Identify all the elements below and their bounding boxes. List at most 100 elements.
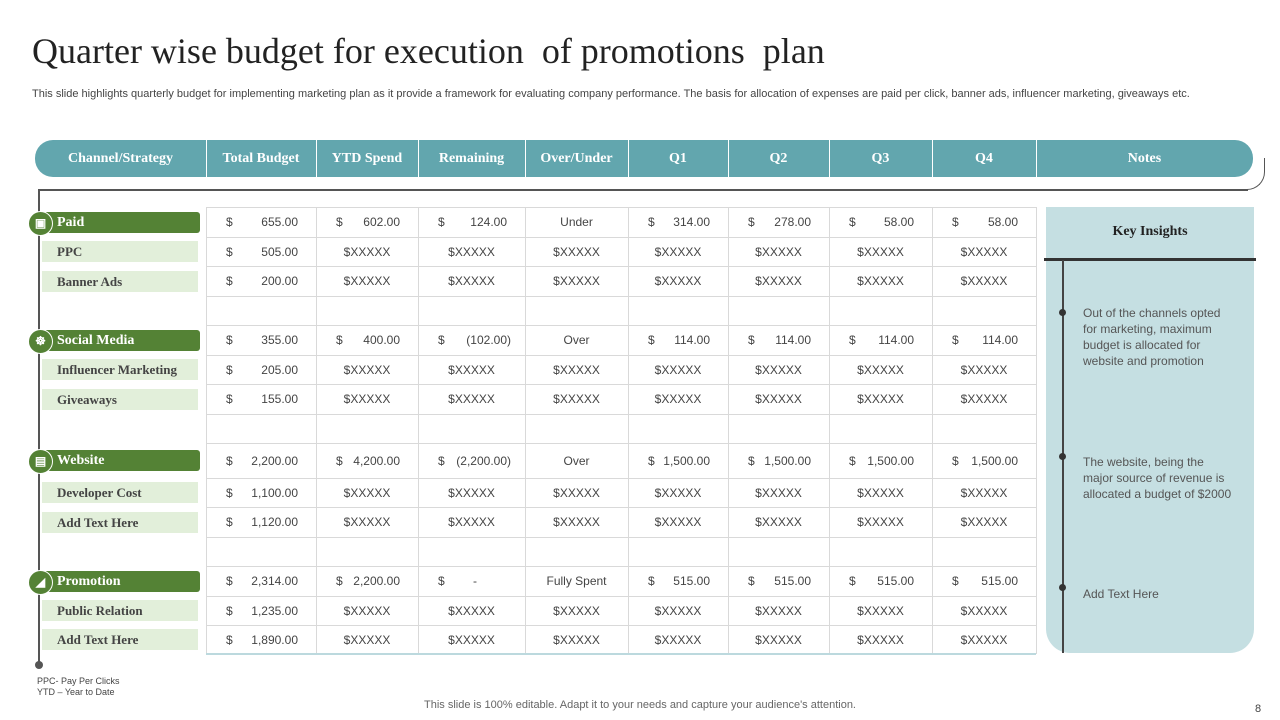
- value-cell: $XXXXX: [857, 515, 904, 529]
- value-cell: $XXXXX: [343, 392, 391, 406]
- value-cell: $XXXXX: [343, 603, 391, 618]
- header-separator: [829, 140, 830, 177]
- value-cell: $XXXXX: [343, 515, 391, 529]
- subcategory-ppc: PPC: [42, 241, 198, 262]
- value-cell: $XXXXX: [448, 392, 495, 406]
- value-cell: $XXXXX: [654, 485, 702, 500]
- subcategory-public-relation: Public Relation: [42, 600, 198, 621]
- value-cell: 205.00: [261, 362, 298, 377]
- subcategory-giveaways: Giveaways: [42, 388, 198, 410]
- value-cell: $XXXXX: [448, 632, 495, 647]
- row-divider: [206, 414, 1036, 415]
- value-cell: $XXXXX: [448, 515, 495, 529]
- value-cell: -: [473, 574, 477, 588]
- currency-symbol: $: [648, 574, 655, 588]
- currency-symbol: $: [438, 215, 445, 229]
- column-divider: [525, 207, 526, 654]
- value-cell: 155.00: [261, 392, 298, 406]
- column-divider: [418, 207, 419, 654]
- currency-symbol: $: [226, 333, 233, 347]
- value-cell: $XXXXX: [343, 244, 391, 259]
- value-cell: 602.00: [363, 215, 400, 229]
- value-cell: $XXXXX: [755, 485, 802, 500]
- column-divider: [728, 207, 729, 654]
- currency-symbol: $: [226, 215, 233, 229]
- value-cell: 314.00: [673, 215, 710, 229]
- value-cell: 1,500.00: [764, 453, 811, 468]
- status-cell: $XXXXX: [553, 485, 600, 500]
- social-network-icon: ☸: [28, 328, 53, 354]
- value-cell: $XXXXX: [755, 632, 802, 647]
- subcategory-label: Add Text Here: [57, 514, 139, 530]
- status-cell: Over: [563, 333, 590, 347]
- value-cell: $XXXXX: [448, 362, 495, 377]
- subcategory-label: PPC: [57, 244, 83, 259]
- insight-bullet-icon: [1059, 309, 1066, 316]
- value-cell: 355.00: [261, 333, 298, 347]
- value-cell: 1,500.00: [971, 453, 1018, 468]
- category-social-media: ☸ Social Media: [28, 328, 200, 354]
- currency-symbol: $: [952, 574, 959, 588]
- value-cell: 124.00: [470, 215, 507, 229]
- category-label: Social Media: [57, 332, 135, 348]
- subcategory-label: Add Text Here: [57, 632, 139, 647]
- currency-symbol: $: [226, 453, 233, 468]
- currency-symbol: $: [438, 333, 445, 347]
- status-cell: $XXXXX: [553, 362, 600, 377]
- value-cell: 1,100.00: [251, 485, 298, 500]
- value-cell: (102.00): [466, 333, 511, 347]
- currency-symbol: $: [226, 274, 233, 288]
- row-divider: [206, 325, 1036, 326]
- currency-symbol: $: [952, 333, 959, 347]
- value-cell: $XXXXX: [960, 392, 1008, 406]
- value-cell: $XXXXX: [448, 603, 495, 618]
- currency-symbol: $: [226, 244, 233, 259]
- value-cell: $XXXXX: [448, 274, 495, 288]
- value-cell: $XXXXX: [960, 485, 1008, 500]
- value-cell: $XXXXX: [755, 515, 802, 529]
- row-divider: [206, 478, 1036, 479]
- value-cell: 200.00: [261, 274, 298, 288]
- column-divider: [206, 207, 207, 654]
- table-header-bar: [35, 140, 1253, 177]
- header-separator: [418, 140, 419, 177]
- value-cell: $XXXXX: [343, 632, 391, 647]
- footnote-ppc: PPC- Pay Per Clicks: [37, 676, 120, 686]
- insight-text: Add Text Here: [1083, 587, 1159, 601]
- header-separator: [206, 140, 207, 177]
- value-cell: $XXXXX: [960, 274, 1008, 288]
- value-cell: $XXXXX: [654, 515, 702, 529]
- value-cell: $XXXXX: [857, 485, 904, 500]
- row-divider: [206, 537, 1036, 538]
- page-number: 8: [1255, 703, 1262, 715]
- value-cell: $XXXXX: [654, 603, 702, 618]
- column-header: Remaining: [438, 151, 505, 166]
- status-cell: $XXXXX: [553, 632, 600, 647]
- value-cell: $XXXXX: [654, 392, 702, 406]
- key-insights-panel: [1046, 207, 1254, 653]
- connector-left-line: [38, 189, 40, 663]
- value-cell: $XXXXX: [654, 274, 702, 288]
- value-cell: $XXXXX: [755, 362, 802, 377]
- monitor-icon: ▣: [28, 210, 53, 236]
- value-cell: $XXXXX: [448, 485, 495, 500]
- currency-symbol: $: [226, 574, 233, 588]
- column-header: YTD Spend: [331, 151, 403, 166]
- currency-symbol: $: [336, 333, 343, 347]
- header-separator: [525, 140, 526, 177]
- value-cell: $XXXXX: [654, 362, 702, 377]
- value-cell: 114.00: [982, 333, 1018, 347]
- category-paid: ▣ Paid: [28, 210, 200, 236]
- status-cell: $XXXXX: [553, 244, 600, 259]
- status-cell: $XXXXX: [553, 515, 600, 529]
- value-cell: $XXXXX: [343, 485, 391, 500]
- category-label: Promotion: [57, 573, 121, 589]
- row-divider: [206, 296, 1036, 297]
- currency-symbol: $: [226, 632, 233, 647]
- currency-symbol: $: [952, 215, 959, 229]
- status-cell: Under: [560, 215, 593, 229]
- page-subtitle: This slide highlights quarterly budget f…: [32, 88, 1190, 100]
- currency-symbol: $: [226, 362, 233, 377]
- value-cell: 58.00: [987, 215, 1018, 229]
- webpage-icon: ▤: [28, 449, 53, 474]
